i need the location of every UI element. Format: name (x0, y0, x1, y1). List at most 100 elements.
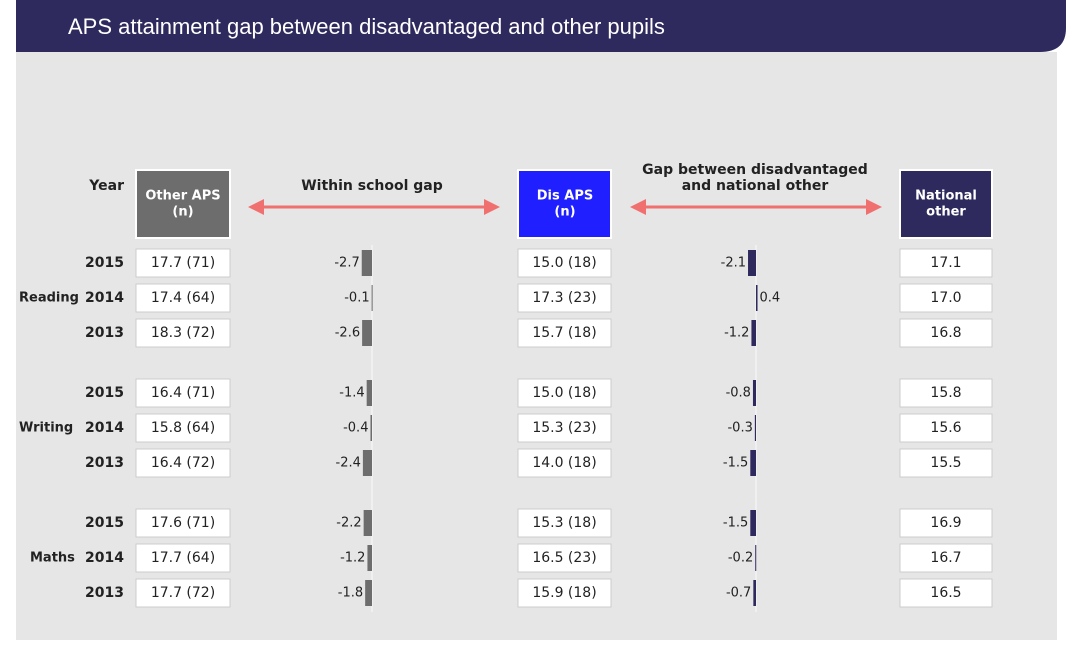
gap-label: -1.8 (338, 586, 363, 601)
gap-label: -1.2 (340, 551, 365, 566)
header-box (517, 169, 612, 239)
col-header: (n) (172, 205, 193, 220)
cell (517, 378, 612, 408)
cell-text: 15.0 (18) (532, 385, 596, 401)
gap-bar (750, 450, 756, 476)
gap-label: -2.4 (336, 456, 361, 471)
cell-text: 17.4 (64) (151, 290, 215, 306)
gap-label: -0.7 (726, 586, 751, 601)
cell (135, 378, 231, 408)
col-header: other (926, 205, 966, 220)
cell (135, 283, 231, 313)
gap-label: -1.2 (724, 326, 749, 341)
cell (135, 448, 231, 478)
year: 2015 (85, 385, 124, 401)
cell (517, 543, 612, 573)
gap-bar (371, 285, 373, 311)
cell-text: 15.6 (930, 420, 961, 436)
cell-text: 17.7 (71) (151, 255, 215, 271)
cell (135, 318, 231, 348)
gap-label: -2.7 (334, 256, 359, 271)
gap-label: -2.1 (721, 256, 746, 271)
cell (517, 508, 612, 538)
cell-text: 15.8 (930, 385, 961, 401)
arrows (248, 199, 882, 215)
cell-text: 16.4 (72) (151, 455, 215, 471)
year: 2013 (85, 455, 124, 471)
year: 2014 (85, 550, 124, 566)
subject: Maths (30, 551, 75, 566)
header-box (135, 169, 231, 239)
cell (517, 578, 612, 608)
cell (517, 318, 612, 348)
gap-bar (365, 580, 372, 606)
cell (899, 283, 993, 313)
cell (517, 413, 612, 443)
col-header: Within school gap (301, 178, 443, 194)
cell-text: 16.4 (71) (151, 385, 215, 401)
cell (135, 248, 231, 278)
cell (135, 508, 231, 538)
cell-text: 15.0 (18) (532, 255, 596, 271)
subject: Writing (19, 421, 73, 436)
cell-text: 16.7 (930, 550, 961, 566)
gap-bar (361, 250, 372, 276)
cell-text: 15.8 (64) (151, 420, 215, 436)
col-header: Gap between disadvantaged (642, 162, 868, 178)
gap-bar (370, 415, 372, 441)
cell-text: 17.3 (23) (532, 290, 596, 306)
cell-text: 17.7 (64) (151, 550, 215, 566)
gap-label: -1.5 (723, 456, 748, 471)
cell-text: 17.7 (72) (151, 585, 215, 601)
header-bar (16, 0, 1066, 52)
cell (899, 543, 993, 573)
cell-text: 17.0 (930, 290, 961, 306)
year: 2013 (85, 585, 124, 601)
gap-bar (753, 580, 756, 606)
subject: Reading (19, 291, 79, 306)
cell-text: 15.3 (18) (532, 515, 596, 531)
col-header: Other APS (145, 189, 220, 204)
title: APS attainment gap between disadvantaged… (68, 14, 665, 39)
col-header: and national other (682, 178, 829, 194)
cell-text: 16.9 (930, 515, 961, 531)
gap-label: -0.2 (728, 551, 753, 566)
gap-bar (748, 250, 756, 276)
gap-label: -0.4 (343, 421, 368, 436)
cell (899, 578, 993, 608)
gap-label: 0.4 (760, 291, 781, 306)
gap-bar (751, 320, 756, 346)
gap-label: -0.8 (726, 386, 751, 401)
cell-text: 18.3 (72) (151, 325, 215, 341)
gap-label: -2.6 (335, 326, 360, 341)
gap-bar (366, 380, 372, 406)
gap-bar (756, 285, 758, 311)
cell-text: 17.1 (930, 255, 961, 271)
cell (899, 248, 993, 278)
year: 2014 (85, 290, 124, 306)
col-header: Year (88, 178, 124, 194)
cell (517, 248, 612, 278)
cell-text: 15.7 (18) (532, 325, 596, 341)
cell (899, 378, 993, 408)
gap-bar (754, 415, 756, 441)
col-header: National (915, 189, 977, 204)
gap-label: -1.4 (339, 386, 364, 401)
cell (517, 448, 612, 478)
cell (899, 413, 993, 443)
gap-label: -0.3 (727, 421, 752, 436)
cell (517, 283, 612, 313)
cell-text: 16.8 (930, 325, 961, 341)
cell-text: 15.5 (930, 455, 961, 471)
col-header: Dis APS (537, 189, 593, 204)
gap-bar (362, 450, 372, 476)
gap-bar (367, 545, 372, 571)
gap-bar (362, 320, 372, 346)
gap-label: -1.5 (723, 516, 748, 531)
gap-bar (755, 545, 757, 571)
year: 2013 (85, 325, 124, 341)
cell-text: 15.9 (18) (532, 585, 596, 601)
year: 2015 (85, 515, 124, 531)
cell (135, 543, 231, 573)
